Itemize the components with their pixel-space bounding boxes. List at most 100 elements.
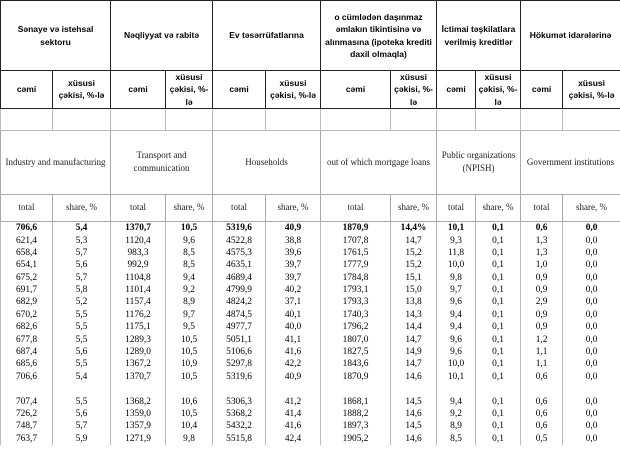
- data-cell: 5306,3: [212, 395, 267, 408]
- data-cell: 1359,0: [110, 407, 167, 421]
- empty-cell: [0, 107, 53, 131]
- data-cell: 0,1: [475, 271, 522, 284]
- empty-cell: [390, 107, 438, 131]
- data-cell: 5,3: [51, 234, 112, 247]
- data-cell: 14,6: [390, 370, 438, 384]
- data-cell: 0,1: [475, 420, 522, 433]
- data-cell: 14,5: [390, 420, 438, 433]
- data-cell: 10,5: [165, 370, 214, 384]
- table-row: 763,7 5,9 1271,9 9,8 5515,8 42,4 1905,2 14,6 8,5…: [0, 432, 620, 445]
- empty-cell: [520, 107, 564, 131]
- data-cell: 5,7: [51, 246, 112, 260]
- data-cell: 1370,7: [110, 370, 167, 384]
- data-cell: 0,1: [475, 333, 522, 346]
- data-cell: 5,2: [51, 296, 112, 309]
- data-cell: 682,6: [0, 321, 53, 334]
- data-cell: 706,6: [0, 221, 53, 235]
- empty-cell: [265, 107, 322, 131]
- data-cell: 0,6: [520, 221, 564, 235]
- empty-cell: [265, 383, 322, 396]
- data-cell: 10,1: [436, 370, 477, 384]
- data-cell: 1827,5: [320, 345, 392, 359]
- data-cell: 10,0: [436, 259, 477, 272]
- data-cell: 1870,9: [320, 370, 392, 384]
- empty-cell: [562, 107, 620, 131]
- group-header: Government institutions: [520, 129, 620, 195]
- data-cell: 4635,1: [212, 259, 267, 272]
- data-cell: 1120,4: [110, 234, 167, 247]
- data-cell: 5,6: [51, 407, 112, 421]
- data-cell: 0,9: [520, 271, 564, 284]
- data-cell: 42,2: [265, 358, 322, 371]
- empty-cell: [320, 107, 392, 131]
- data-cell: 0,0: [562, 358, 620, 371]
- data-cell: 0,0: [562, 234, 620, 247]
- data-cell: 1157,4: [110, 296, 167, 309]
- data-cell: 670,2: [0, 308, 53, 322]
- data-cell: 1707,8: [320, 234, 392, 247]
- data-cell: 39,7: [265, 259, 322, 272]
- data-cell: 40,0: [265, 321, 322, 334]
- table-row: Industry and manufacturing Transport and …: [0, 129, 620, 195]
- data-cell: 1,3: [520, 246, 564, 260]
- data-cell: 41,4: [265, 407, 322, 421]
- data-cell: 4874,5: [212, 308, 267, 322]
- column-header: cəmi: [520, 70, 564, 109]
- data-cell: 9,4: [165, 271, 214, 284]
- data-cell: 0,0: [562, 221, 620, 235]
- data-cell: 10,6: [165, 395, 214, 408]
- data-cell: 0,1: [475, 407, 522, 421]
- data-cell: 9,6: [436, 345, 477, 359]
- data-cell: 726,2: [0, 407, 53, 421]
- data-cell: 0,6: [520, 407, 564, 421]
- data-cell: 10,5: [165, 221, 214, 235]
- data-cell: 0,0: [562, 420, 620, 433]
- column-header: cəmi: [212, 70, 267, 109]
- column-header: share, %: [390, 193, 438, 222]
- data-cell: 0,1: [475, 259, 522, 272]
- group-header: Sənaye və istehsal sektoru: [0, 0, 112, 71]
- table-row: 677,8 5,5 1289,3 10,5 5051,1 41,1 1807,0 14,7 9,…: [0, 333, 620, 346]
- data-cell: 9,5: [165, 321, 214, 334]
- data-cell: 658,4: [0, 246, 53, 260]
- data-cell: 5106,6: [212, 345, 267, 359]
- group-header: Transport and communication: [110, 129, 214, 195]
- empty-cell: [212, 107, 267, 131]
- data-cell: 9,6: [165, 234, 214, 247]
- data-cell: 677,8: [0, 333, 53, 346]
- empty-cell: [51, 107, 112, 131]
- data-cell: 2,9: [520, 296, 564, 309]
- column-header: total: [0, 193, 53, 222]
- data-cell: 763,7: [0, 432, 53, 445]
- column-header: xüsusi çəkisi, %-lə: [265, 70, 322, 109]
- data-cell: 14,6: [390, 407, 438, 421]
- column-header: cəmi: [0, 70, 53, 109]
- data-cell: 1868,1: [320, 395, 392, 408]
- table-row: 748,7 5,7 1357,9 10,4 5432,2 41,6 1897,3 14,5 8,…: [0, 420, 620, 433]
- data-cell: 1175,1: [110, 321, 167, 334]
- data-cell: 9,4: [436, 395, 477, 408]
- group-header: Households: [212, 129, 322, 195]
- column-header: share, %: [562, 193, 620, 222]
- data-cell: 675,2: [0, 271, 53, 284]
- data-cell: 14,7: [390, 234, 438, 247]
- group-header: Industry and manufacturing: [0, 129, 112, 195]
- data-cell: 0,1: [475, 358, 522, 371]
- data-cell: 10,5: [165, 333, 214, 346]
- data-cell: 38,8: [265, 234, 322, 247]
- data-cell: 1740,3: [320, 308, 392, 322]
- data-cell: 15,2: [390, 246, 438, 260]
- column-header: xüsusi çəkisi, %-lə: [475, 70, 522, 109]
- empty-cell: [475, 107, 522, 131]
- data-cell: 5,5: [51, 308, 112, 322]
- table-row: 706,6 5,4 1370,7 10,5 5319,6 40,9 1870,9 14,4% 1…: [0, 221, 620, 235]
- data-cell: 5,5: [51, 333, 112, 346]
- empty-cell: [436, 107, 477, 131]
- table-row: [0, 383, 620, 396]
- group-header: Public organizations (NPISH): [436, 129, 522, 195]
- table-row: [0, 107, 620, 131]
- data-cell: 14,7: [390, 333, 438, 346]
- empty-cell: [520, 383, 564, 396]
- data-cell: 1,1: [520, 345, 564, 359]
- data-cell: 9,2: [436, 407, 477, 421]
